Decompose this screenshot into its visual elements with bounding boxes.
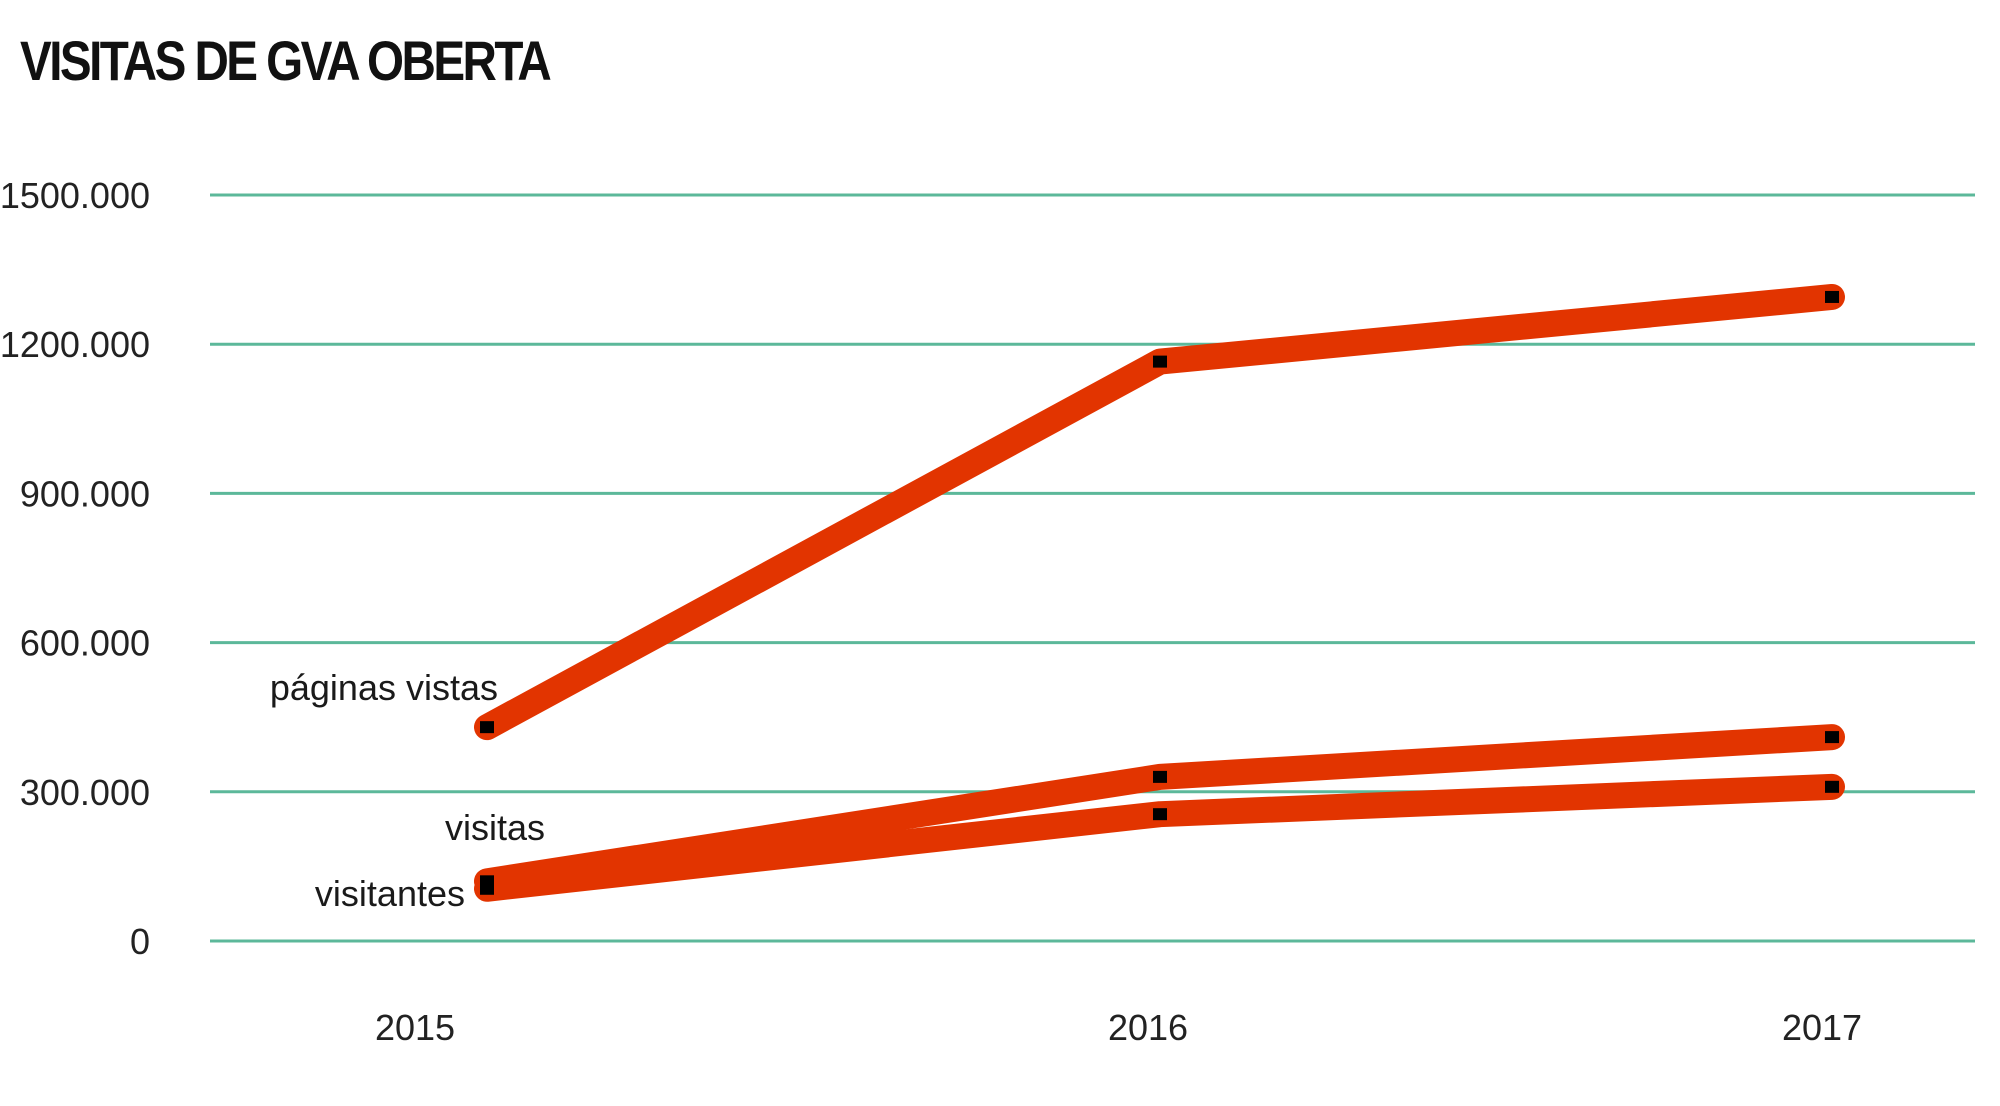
x-tick-label: 2016 xyxy=(1108,1007,1188,1048)
series-marker xyxy=(1825,731,1839,744)
x-tick-label: 2017 xyxy=(1782,1007,1862,1048)
series-label: páginas vistas xyxy=(270,667,498,708)
y-tick-label: 900.000 xyxy=(20,473,150,514)
y-tick-label: 300.000 xyxy=(20,772,150,813)
x-tick-label: 2015 xyxy=(375,1007,455,1048)
chart-title: VISITAS DE GVA OBERTA xyxy=(20,29,552,92)
y-axis-tick-labels: 0 300.000 600.000 900.000 1200.000 1500.000 xyxy=(0,175,150,962)
series-markers xyxy=(480,290,1839,895)
x-axis-tick-labels: 2015 2016 2017 xyxy=(375,1007,1862,1048)
series-marker xyxy=(1153,355,1167,368)
y-tick-label: 1200.000 xyxy=(0,324,150,365)
series-labels: páginas vistas visitas visitantes xyxy=(270,667,545,914)
series-marker xyxy=(480,721,494,734)
series-marker xyxy=(1153,808,1167,821)
y-tick-label: 0 xyxy=(130,921,150,962)
y-tick-label: 1500.000 xyxy=(0,175,150,216)
series-lines xyxy=(474,283,1845,902)
series-marker xyxy=(1825,780,1839,793)
series-label: visitantes xyxy=(315,873,465,914)
series-marker xyxy=(1825,290,1839,303)
series-marker xyxy=(480,882,494,895)
y-tick-label: 600.000 xyxy=(20,623,150,664)
series-marker xyxy=(1153,770,1167,783)
series-label: visitas xyxy=(445,807,545,848)
